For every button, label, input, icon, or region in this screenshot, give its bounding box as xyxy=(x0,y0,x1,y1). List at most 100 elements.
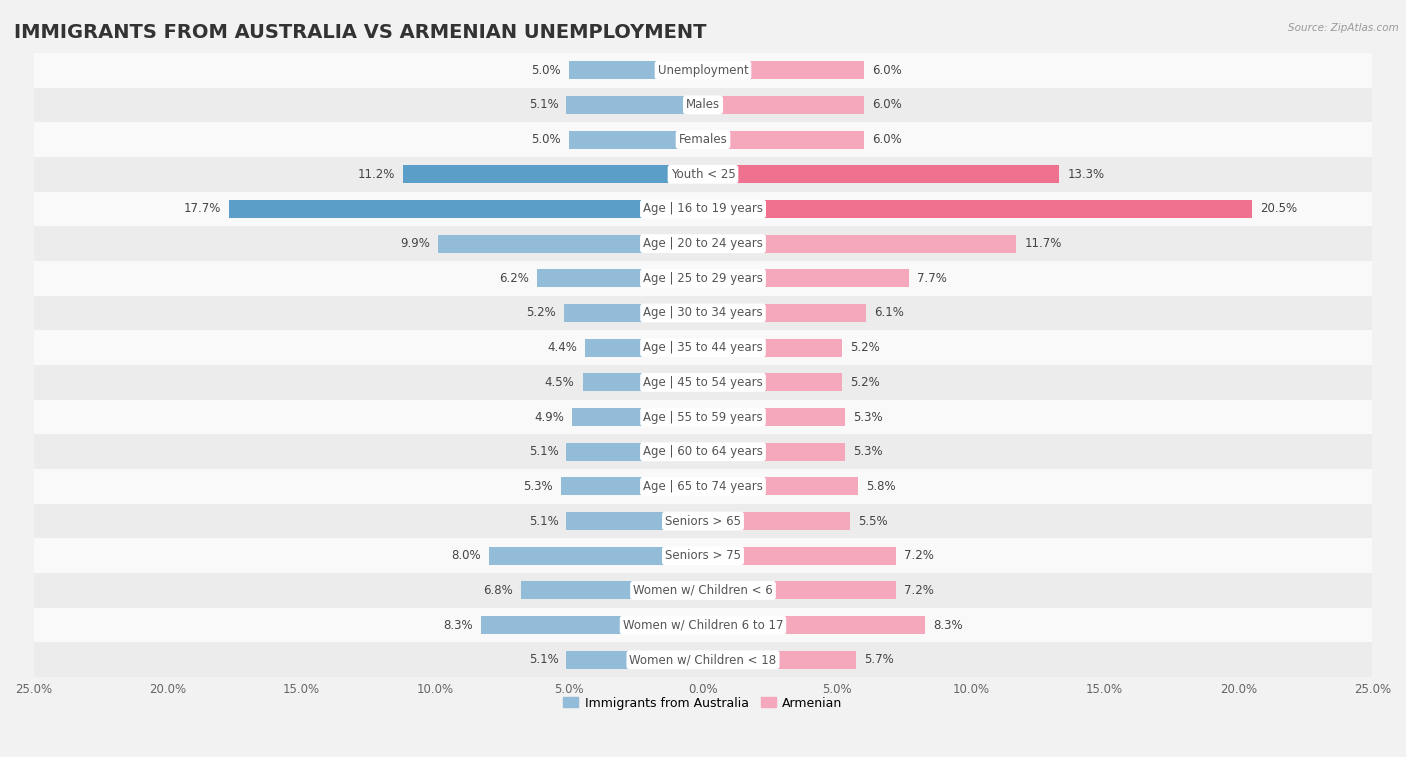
Bar xyxy=(703,478,858,495)
Text: 4.9%: 4.9% xyxy=(534,410,564,423)
Bar xyxy=(34,400,1372,435)
Bar xyxy=(34,226,1372,261)
Text: Age | 30 to 34 years: Age | 30 to 34 years xyxy=(643,307,763,319)
Bar xyxy=(703,304,866,322)
Bar xyxy=(703,408,845,426)
Text: Women w/ Children < 18: Women w/ Children < 18 xyxy=(630,653,776,666)
Text: Seniors > 65: Seniors > 65 xyxy=(665,515,741,528)
Bar xyxy=(34,122,1372,157)
Text: 5.3%: 5.3% xyxy=(853,410,883,423)
Text: 17.7%: 17.7% xyxy=(184,202,221,216)
Text: 6.0%: 6.0% xyxy=(872,64,901,76)
Bar xyxy=(34,503,1372,538)
Bar xyxy=(703,581,896,600)
Bar xyxy=(34,88,1372,122)
Text: Males: Males xyxy=(686,98,720,111)
Text: 6.8%: 6.8% xyxy=(484,584,513,597)
Text: 5.0%: 5.0% xyxy=(531,64,561,76)
Bar xyxy=(34,330,1372,365)
Bar xyxy=(537,269,703,288)
Text: 20.5%: 20.5% xyxy=(1260,202,1298,216)
Bar xyxy=(34,261,1372,296)
Bar xyxy=(567,512,703,530)
Bar xyxy=(569,130,703,148)
Bar xyxy=(520,581,703,600)
Legend: Immigrants from Australia, Armenian: Immigrants from Australia, Armenian xyxy=(558,692,848,715)
Text: Age | 16 to 19 years: Age | 16 to 19 years xyxy=(643,202,763,216)
Text: 5.1%: 5.1% xyxy=(529,98,558,111)
Text: 5.2%: 5.2% xyxy=(526,307,555,319)
Text: Women w/ Children < 6: Women w/ Children < 6 xyxy=(633,584,773,597)
Bar xyxy=(34,192,1372,226)
Text: 4.4%: 4.4% xyxy=(547,341,576,354)
Text: 5.5%: 5.5% xyxy=(858,515,889,528)
Bar xyxy=(34,608,1372,643)
Bar xyxy=(34,365,1372,400)
Bar xyxy=(404,165,703,183)
Bar xyxy=(703,165,1059,183)
Bar xyxy=(34,157,1372,192)
Text: 6.2%: 6.2% xyxy=(499,272,529,285)
Bar xyxy=(582,373,703,391)
Text: Unemployment: Unemployment xyxy=(658,64,748,76)
Text: Age | 35 to 44 years: Age | 35 to 44 years xyxy=(643,341,763,354)
Bar xyxy=(703,616,925,634)
Bar xyxy=(572,408,703,426)
Bar xyxy=(34,573,1372,608)
Bar xyxy=(567,651,703,669)
Text: Females: Females xyxy=(679,133,727,146)
Bar xyxy=(703,373,842,391)
Bar xyxy=(703,443,845,461)
Bar xyxy=(703,61,863,79)
Text: 11.7%: 11.7% xyxy=(1025,237,1062,250)
Bar xyxy=(703,96,863,114)
Text: 5.8%: 5.8% xyxy=(866,480,896,493)
Bar xyxy=(34,435,1372,469)
Text: 8.3%: 8.3% xyxy=(934,618,963,631)
Text: 8.0%: 8.0% xyxy=(451,550,481,562)
Bar xyxy=(585,338,703,357)
Bar xyxy=(34,643,1372,678)
Bar xyxy=(489,547,703,565)
Bar xyxy=(561,478,703,495)
Bar xyxy=(34,296,1372,330)
Text: 7.2%: 7.2% xyxy=(904,550,934,562)
Text: Age | 25 to 29 years: Age | 25 to 29 years xyxy=(643,272,763,285)
Text: 6.0%: 6.0% xyxy=(872,98,901,111)
Text: Age | 45 to 54 years: Age | 45 to 54 years xyxy=(643,376,763,389)
Text: 5.0%: 5.0% xyxy=(531,133,561,146)
Text: 6.1%: 6.1% xyxy=(875,307,904,319)
Bar xyxy=(567,443,703,461)
Bar xyxy=(703,547,896,565)
Text: Age | 20 to 24 years: Age | 20 to 24 years xyxy=(643,237,763,250)
Bar xyxy=(703,338,842,357)
Text: 7.2%: 7.2% xyxy=(904,584,934,597)
Text: Age | 60 to 64 years: Age | 60 to 64 years xyxy=(643,445,763,458)
Text: 5.3%: 5.3% xyxy=(523,480,553,493)
Bar xyxy=(703,512,851,530)
Text: 5.3%: 5.3% xyxy=(853,445,883,458)
Text: Youth < 25: Youth < 25 xyxy=(671,168,735,181)
Bar xyxy=(703,269,910,288)
Text: Source: ZipAtlas.com: Source: ZipAtlas.com xyxy=(1288,23,1399,33)
Bar xyxy=(34,53,1372,88)
Text: 5.1%: 5.1% xyxy=(529,653,558,666)
Text: 5.7%: 5.7% xyxy=(863,653,893,666)
Bar xyxy=(481,616,703,634)
Bar xyxy=(437,235,703,253)
Bar xyxy=(703,200,1251,218)
Bar xyxy=(564,304,703,322)
Text: 8.3%: 8.3% xyxy=(443,618,472,631)
Text: IMMIGRANTS FROM AUSTRALIA VS ARMENIAN UNEMPLOYMENT: IMMIGRANTS FROM AUSTRALIA VS ARMENIAN UN… xyxy=(14,23,707,42)
Text: 4.5%: 4.5% xyxy=(544,376,575,389)
Bar xyxy=(567,96,703,114)
Text: Age | 65 to 74 years: Age | 65 to 74 years xyxy=(643,480,763,493)
Text: 9.9%: 9.9% xyxy=(399,237,430,250)
Text: 5.1%: 5.1% xyxy=(529,515,558,528)
Text: 7.7%: 7.7% xyxy=(917,272,948,285)
Text: 5.2%: 5.2% xyxy=(851,376,880,389)
Text: 13.3%: 13.3% xyxy=(1067,168,1104,181)
Text: Women w/ Children 6 to 17: Women w/ Children 6 to 17 xyxy=(623,618,783,631)
Bar xyxy=(569,61,703,79)
Bar xyxy=(34,538,1372,573)
